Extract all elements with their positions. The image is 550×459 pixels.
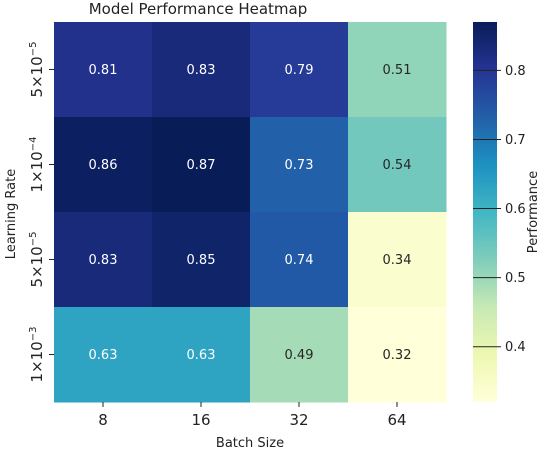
colorbar-tick-label: 0.4	[505, 340, 526, 355]
colorbar-tick-label: 0.8	[505, 64, 526, 79]
x-tick-label: 64	[387, 411, 406, 429]
heatmap-cell	[250, 212, 349, 308]
y-tick-label: 5×10−5	[28, 42, 46, 98]
cell-value-label: 0.63	[89, 348, 118, 363]
colorbar-tick-label: 0.7	[505, 133, 526, 148]
heatmap-cell	[54, 117, 153, 213]
heatmap-cell	[348, 117, 447, 213]
heatmap-cell	[348, 307, 447, 403]
y-tick-label: 1×10−4	[28, 137, 46, 193]
cell-value-label: 0.81	[89, 63, 118, 78]
cell-value-label: 0.86	[89, 158, 118, 173]
heatmap-cell	[250, 117, 349, 213]
heatmap-cell	[250, 22, 349, 118]
cell-value-label: 0.63	[187, 348, 216, 363]
x-tick-label: 16	[191, 411, 210, 429]
cell-value-label: 0.73	[285, 158, 314, 173]
heatmap-cell	[54, 212, 153, 308]
cell-value-label: 0.54	[383, 158, 412, 173]
heatmap-cell	[348, 212, 447, 308]
heatmap-cell-labels: 0.81 0.83 0.79 0.51 0.86 0.87 0.73 0.54 0.83 0.85…	[89, 63, 412, 363]
heatmap-cell	[152, 117, 251, 213]
x-tick-label: 32	[289, 411, 308, 429]
colorbar-label: Performance	[526, 171, 541, 253]
heatmap-cell	[54, 22, 153, 118]
cell-value-label: 0.32	[383, 348, 412, 363]
heatmap-cell	[152, 22, 251, 118]
heatmap-cell	[250, 307, 349, 403]
colorbar	[473, 22, 497, 402]
x-tick-label: 8	[98, 411, 108, 429]
cell-value-label: 0.83	[187, 63, 216, 78]
cell-value-label: 0.79	[285, 63, 314, 78]
cell-value-label: 0.85	[187, 253, 216, 268]
x-axis-label: Batch Size	[216, 436, 284, 451]
cell-value-label: 0.74	[285, 253, 314, 268]
y-axis-ticks: 5×10−5 1×10−4 5×10−5 1×10−3	[28, 42, 54, 383]
cell-value-label: 0.83	[89, 253, 118, 268]
heatmap-cells	[54, 22, 447, 403]
cell-value-label: 0.87	[187, 158, 216, 173]
heatmap-cell	[54, 307, 153, 403]
colorbar-tick-label: 0.6	[505, 202, 526, 217]
chart-title: Model Performance Heatmap	[89, 0, 308, 18]
heatmap-cell	[152, 212, 251, 308]
colorbar-ticks: 0.4 0.5 0.6 0.7 0.8	[473, 64, 526, 355]
x-axis-ticks: 8 16 32 64	[98, 402, 407, 429]
heatmap-cell	[152, 307, 251, 403]
heatmap-cell	[348, 22, 447, 118]
y-tick-label: 1×10−3	[28, 327, 46, 383]
colorbar-tick-label: 0.5	[505, 271, 526, 286]
y-tick-label: 5×10−5	[28, 232, 46, 288]
cell-value-label: 0.51	[383, 63, 412, 78]
cell-value-label: 0.49	[285, 348, 314, 363]
y-axis-label: Learning Rate	[4, 169, 19, 259]
cell-value-label: 0.34	[383, 253, 412, 268]
